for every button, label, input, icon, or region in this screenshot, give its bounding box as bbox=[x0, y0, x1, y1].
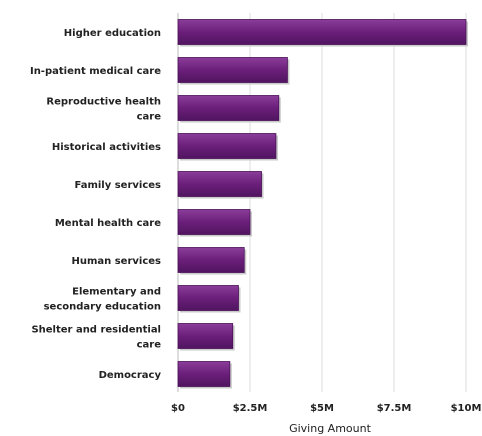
category-label: Democracy bbox=[99, 370, 162, 381]
category-label: Higher education bbox=[64, 28, 161, 39]
bars bbox=[177, 19, 468, 389]
bar bbox=[177, 247, 245, 273]
bar bbox=[177, 323, 234, 349]
x-tick-label: $5M bbox=[310, 403, 334, 414]
x-tick-label: $2.5M bbox=[233, 403, 268, 414]
category-label: Mental health care bbox=[55, 218, 161, 229]
bar bbox=[177, 285, 239, 311]
bar bbox=[177, 19, 467, 45]
bar bbox=[177, 95, 280, 121]
category-label: Reproductive health care bbox=[46, 97, 161, 123]
x-tick-label: $0 bbox=[171, 403, 185, 414]
category-label: Human services bbox=[71, 256, 161, 267]
x-axis-title: Giving Amount bbox=[289, 422, 372, 435]
bar bbox=[177, 57, 288, 83]
category-label: Family services bbox=[74, 180, 161, 191]
category-label: In-patient medical care bbox=[30, 66, 161, 77]
x-tick-labels: $0 $2.5M $5M $7.5M $10M bbox=[171, 403, 481, 414]
x-tick-label: $10M bbox=[451, 403, 482, 414]
bar bbox=[177, 171, 262, 197]
bar bbox=[177, 361, 231, 387]
x-tick-label: $7.5M bbox=[377, 403, 412, 414]
category-label: Shelter and residential care bbox=[31, 325, 161, 351]
category-label: Elementary and secondary education bbox=[44, 287, 161, 313]
category-label: Historical activities bbox=[52, 142, 161, 153]
bar bbox=[177, 133, 277, 159]
category-labels: Higher education In-patient medical care R… bbox=[30, 28, 162, 381]
bar bbox=[177, 209, 251, 235]
